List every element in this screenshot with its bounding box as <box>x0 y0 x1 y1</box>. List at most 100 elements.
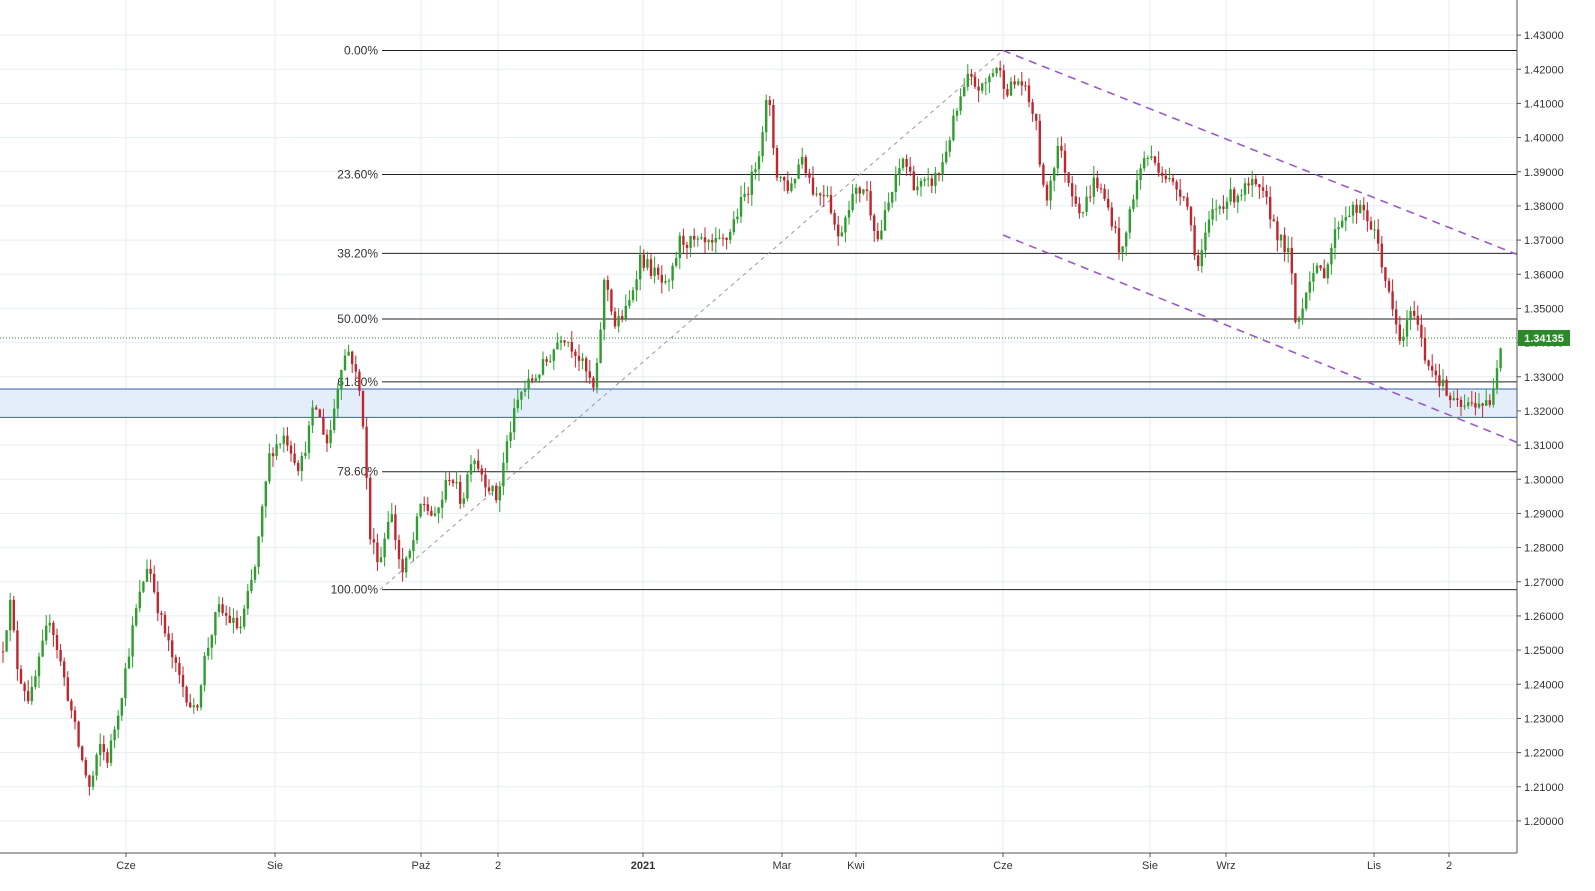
candle-up-body <box>336 389 339 409</box>
candle-down-body <box>1413 310 1416 316</box>
candle-up-body <box>984 82 987 84</box>
candle-up-body <box>109 740 113 763</box>
candle-up-body <box>124 668 127 699</box>
candle-down-body <box>1074 196 1077 204</box>
candle-up-body <box>1215 208 1218 210</box>
candle-down-body <box>376 542 379 563</box>
candle-up-body <box>1251 178 1254 186</box>
candle-up-body <box>1229 189 1232 202</box>
candle-up-body <box>138 591 141 609</box>
candle-down-body <box>88 775 91 787</box>
candle-up-body <box>1297 317 1301 322</box>
candle-down-body <box>725 237 728 240</box>
candle-down-body <box>829 195 833 214</box>
candle-down-body <box>1261 187 1265 191</box>
fibonacci-levels: 0.00% 23.60% 38.20% 50.00% 61.80% 78.60% 100.0… <box>331 43 1517 597</box>
candle-down-body <box>1445 379 1448 396</box>
candle-up-body <box>1315 265 1319 273</box>
candle-up-body <box>754 169 757 172</box>
trend-lines <box>379 49 1518 590</box>
candle-down-body <box>286 435 289 446</box>
candle-up-body <box>779 177 782 179</box>
candle-down-body <box>1272 219 1275 222</box>
candle-up-body <box>45 625 48 641</box>
time-tick-label: 2021 <box>631 860 655 872</box>
candle-down-body <box>171 640 174 658</box>
candle-up-body <box>455 481 458 484</box>
candle-down-body <box>289 445 293 454</box>
candle-up-body <box>1467 402 1470 406</box>
candle-up-body <box>945 151 948 163</box>
candle-up-body <box>1085 196 1088 212</box>
candle-down-body <box>189 702 192 708</box>
price-tick-label: 1.39000 <box>1524 167 1564 179</box>
candle-down-body <box>999 67 1002 71</box>
candle-up-body <box>1207 219 1211 233</box>
candle-down-body <box>106 752 109 763</box>
price-tick-label: 1.37000 <box>1524 235 1564 247</box>
candle-down-body <box>52 622 55 635</box>
candle-down-body <box>1395 309 1398 325</box>
candle-up-body <box>948 140 951 152</box>
candle-up-body <box>113 729 116 741</box>
price-tick-label: 1.43000 <box>1524 30 1564 42</box>
candle-up-body <box>923 179 926 181</box>
candle-down-body <box>1380 243 1383 268</box>
candle-down-body <box>1114 226 1117 229</box>
candle-down-body <box>1391 291 1394 310</box>
candle-up-body <box>1337 227 1340 230</box>
candle-down-body <box>621 316 624 319</box>
candle-up-body <box>624 305 627 319</box>
candle-up-body <box>847 210 851 218</box>
candle-up-body <box>743 193 746 198</box>
candle-down-body <box>747 193 750 195</box>
candle-down-body <box>563 340 566 343</box>
candle-up-body <box>729 232 732 240</box>
price-tick-label: 1.26000 <box>1524 611 1564 623</box>
candle-down-body <box>196 705 199 708</box>
candle-up-body <box>516 399 519 409</box>
candle-up-body <box>1240 194 1243 196</box>
candle-down-body <box>221 604 224 614</box>
candle-up-body <box>444 480 447 500</box>
candle-down-body <box>685 244 689 248</box>
candle-down-body <box>1384 267 1387 281</box>
candle-down-body <box>657 267 660 275</box>
candle-up-body <box>916 186 919 191</box>
candle-up-body <box>815 193 818 195</box>
candle-up-body <box>934 172 937 186</box>
candle-down-body <box>1258 184 1261 188</box>
candle-down-body <box>930 178 933 186</box>
candle-up-body <box>534 378 537 381</box>
candle-up-body <box>145 568 149 582</box>
candle-up-body <box>955 110 959 116</box>
last-price-tag <box>1518 329 1570 346</box>
candle-up-body <box>1132 199 1135 210</box>
candle-down-body <box>585 358 588 372</box>
candle-down-body <box>59 649 62 662</box>
candle-up-body <box>217 604 221 613</box>
candle-up-body <box>419 503 422 517</box>
candle-up-body <box>239 626 242 629</box>
candle-up-body <box>667 280 671 282</box>
candle-up-body <box>412 540 415 551</box>
candle-up-body <box>1452 398 1455 401</box>
candle-up-body <box>919 180 923 187</box>
candle-up-body <box>1499 348 1502 369</box>
candle-up-body <box>750 171 753 195</box>
candle-up-body <box>739 197 743 217</box>
candle-up-body <box>203 655 206 686</box>
price-tick-label: 1.25000 <box>1524 645 1564 657</box>
candle-down-body <box>271 453 275 457</box>
candle-down-body <box>66 677 69 701</box>
candle-down-body <box>819 193 822 196</box>
time-tick-label: 2 <box>1446 860 1452 872</box>
candle-down-body <box>77 721 80 747</box>
candle-down-body <box>1179 189 1182 197</box>
candle-up-body <box>880 230 883 240</box>
candle-up-body <box>646 259 649 268</box>
candle-down-body <box>1254 178 1257 185</box>
